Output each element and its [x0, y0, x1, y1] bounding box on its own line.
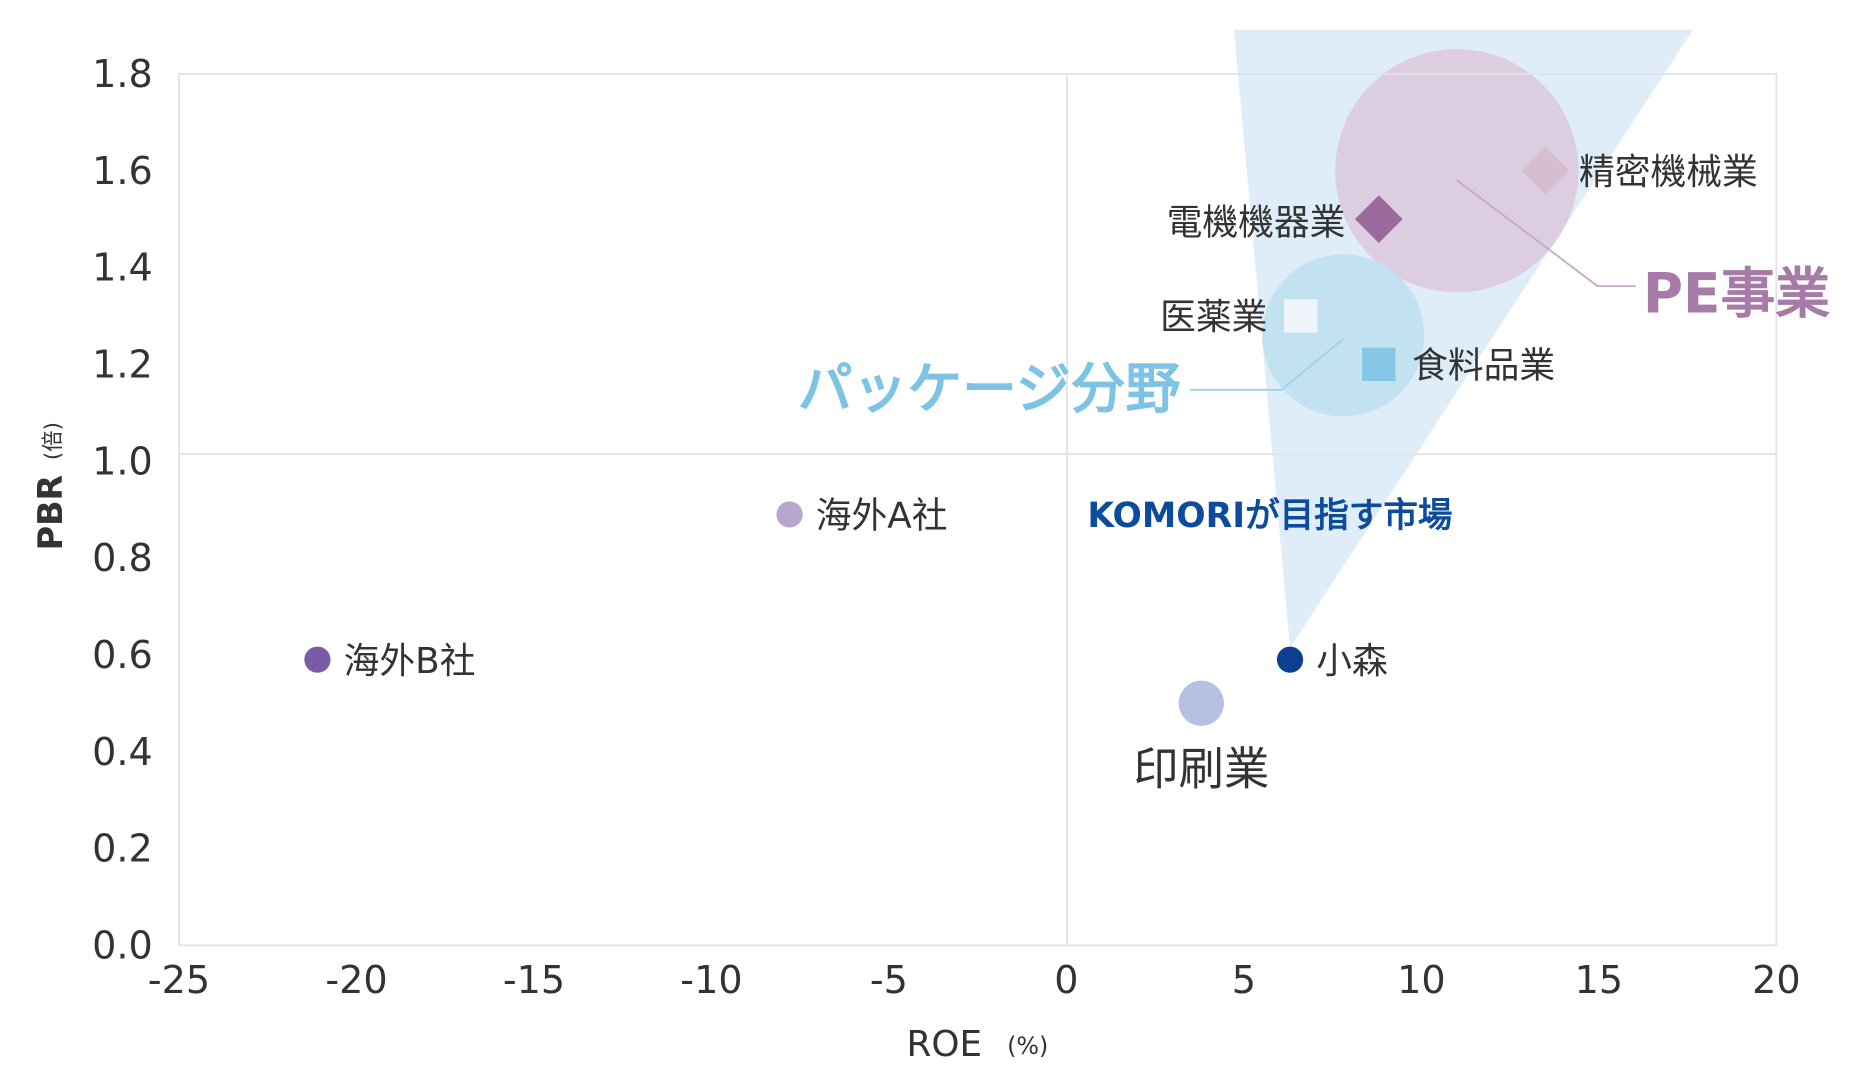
y-tick-label: 0.4 [92, 730, 153, 774]
x-axis-label: ROE [907, 1024, 983, 1065]
y-axis-label: PBR [31, 474, 70, 550]
y-tick-label: 1.8 [92, 52, 153, 96]
y-tick-label: 0.6 [92, 633, 153, 677]
point-marker [1354, 195, 1403, 243]
y-tick-label: 0.0 [92, 923, 153, 967]
x-tick-label: -10 [680, 958, 742, 1002]
point-marker [1276, 646, 1304, 673]
pe-business-bubble [1335, 49, 1579, 293]
point-marker [1362, 347, 1396, 382]
x-tick-label: 5 [1232, 958, 1256, 1002]
x-tick-label: 15 [1575, 958, 1624, 1002]
x-tick-label: -20 [325, 958, 387, 1002]
point-label: 小森 [1316, 641, 1388, 682]
point-label: 電機機器業 [1167, 203, 1346, 244]
pe-business-label: PE事業 [1643, 261, 1830, 325]
y-tick-label: 1.6 [92, 149, 153, 193]
point-marker [1521, 146, 1570, 195]
target-market-label: KOMORIが目指す市場 [1087, 496, 1452, 536]
package-field-bubble [1262, 254, 1425, 417]
point-label: 医薬業 [1160, 297, 1267, 338]
x-tick-label: -5 [870, 958, 908, 1002]
point-marker [776, 501, 803, 528]
x-tick-label: 0 [1054, 958, 1078, 1002]
point-marker [1178, 680, 1224, 726]
point-marker [304, 646, 331, 673]
y-tick-label: 0.2 [92, 827, 153, 871]
point-label: 海外B社 [344, 641, 476, 682]
package-field-label: パッケージ分野 [798, 357, 1181, 421]
point-label: 印刷業 [1133, 742, 1269, 795]
package-leader-line [1189, 338, 1344, 391]
y-tick-label: 1.0 [92, 439, 153, 483]
plot-frame [178, 73, 1778, 947]
y-tick-label: 1.4 [92, 246, 153, 290]
y-tick-label: 0.8 [92, 536, 153, 580]
y-tick-label: 1.2 [92, 342, 153, 386]
x-tick-label: 20 [1752, 958, 1801, 1002]
x-axis-unit: (%) [1007, 1032, 1048, 1060]
y-axis-unit: (倍) [41, 422, 66, 460]
point-label: 海外A社 [816, 496, 948, 537]
x-tick-label: -25 [148, 958, 210, 1002]
point-label: 精密機械業 [1579, 152, 1758, 193]
pe-leader-line [1456, 179, 1636, 287]
x-tick-label: 10 [1397, 958, 1446, 1002]
point-marker [1284, 299, 1318, 333]
point-label: 食料品業 [1412, 345, 1555, 386]
x-tick-label: -15 [503, 958, 565, 1002]
